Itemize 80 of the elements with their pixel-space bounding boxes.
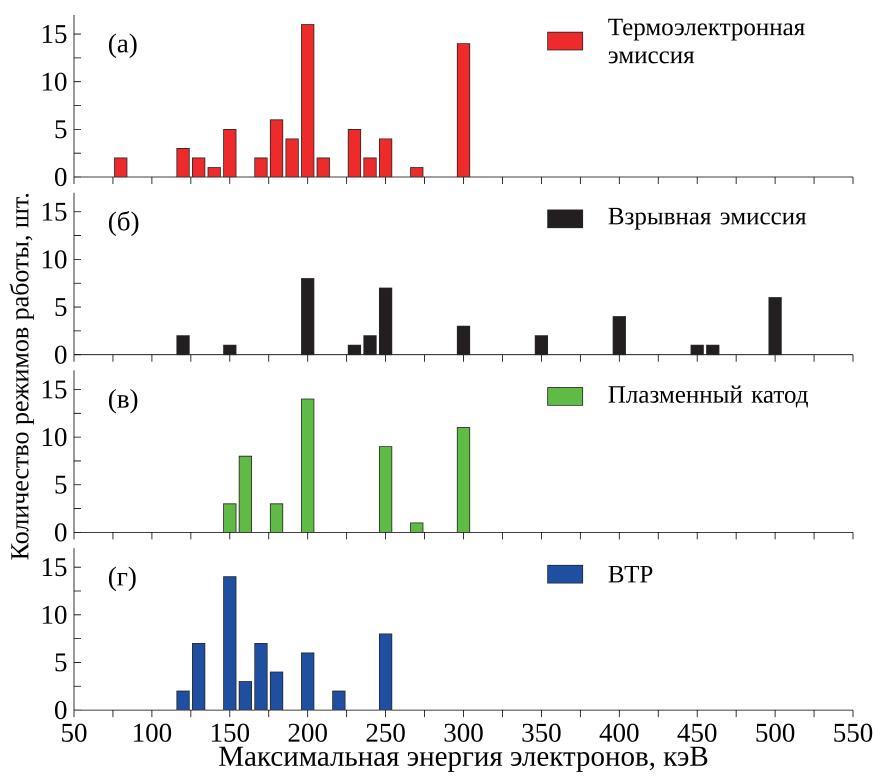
bar: [254, 643, 268, 711]
x-tick-label: 400: [600, 724, 639, 742]
x-tick-label: 450: [677, 724, 716, 742]
bar: [270, 503, 284, 533]
bar: [270, 672, 284, 711]
bar: [378, 288, 392, 356]
bar: [706, 344, 720, 356]
bar: [456, 427, 470, 533]
bar: [612, 316, 626, 356]
y-tick-label: 5: [56, 298, 66, 316]
bar: [223, 576, 236, 711]
bar: [378, 633, 392, 711]
legend-label: ВТР: [608, 566, 652, 582]
bar: [378, 446, 392, 533]
bar: [192, 643, 206, 711]
bar: [534, 335, 548, 356]
bar: [456, 43, 470, 178]
bar: [301, 652, 314, 711]
y-axis-title: Количество режимов работы, шт.: [10, 194, 34, 560]
x-tick-label: 550: [834, 724, 872, 742]
bar: [223, 344, 236, 356]
y-tick-label: 15: [42, 380, 66, 399]
bar: [301, 24, 314, 178]
bar: [114, 158, 128, 178]
y-tick-label: 5: [56, 476, 66, 494]
bar: [301, 278, 314, 356]
bar: [192, 158, 206, 178]
x-tick-label: 300: [444, 724, 483, 742]
bar: [270, 119, 284, 178]
bar: [316, 158, 330, 178]
x-tick-label: 350: [522, 724, 561, 742]
bar: [768, 297, 782, 356]
annotation: (б): [108, 210, 138, 236]
bar: [348, 128, 362, 178]
bar: [363, 335, 377, 356]
bar: [410, 167, 424, 178]
y-tick-label: 15: [42, 558, 66, 576]
bar: [348, 344, 362, 356]
y-tick-label: 0: [55, 701, 66, 720]
bar: [176, 335, 190, 356]
y-tick-label: 0: [55, 523, 66, 542]
y-tick-label: 10: [42, 72, 66, 91]
legend-label: Плазменный катод: [608, 386, 808, 408]
bar: [238, 681, 252, 711]
y-tick-label: 10: [42, 250, 66, 269]
bar: [176, 690, 190, 711]
bar: [301, 398, 314, 533]
y-tick-label: 15: [42, 25, 66, 44]
annotation: (г): [108, 566, 136, 592]
x-tick-label: 150: [212, 724, 250, 742]
bar: [254, 158, 268, 178]
x-tick-label: 100: [134, 724, 172, 742]
x-tick-label: 250: [366, 724, 405, 742]
y-tick-label: 5: [56, 654, 66, 672]
x-tick-label: 50: [62, 724, 86, 742]
y-tick-label: 10: [42, 428, 66, 446]
y-tick-label: 10: [42, 606, 66, 624]
annotation: (а): [108, 34, 137, 58]
y-tick-label: 15: [42, 202, 66, 221]
bar: [223, 503, 236, 533]
annotation: (в): [108, 388, 138, 414]
x-tick-label: 200: [288, 724, 327, 742]
bar: [176, 148, 190, 178]
bar: [208, 167, 221, 178]
legend-label: Взрывная эмиссия: [608, 208, 806, 230]
legend-label: Термоэлектронная эмиссия: [608, 18, 805, 64]
bar: [410, 522, 424, 533]
y-tick-label: 5: [56, 120, 66, 138]
bar: [332, 690, 346, 711]
bar: [378, 138, 392, 178]
bar: [238, 456, 252, 533]
bar: [456, 326, 470, 356]
bar: [285, 138, 299, 178]
x-axis-title: Максимальная энергия электронов, кэВ: [219, 746, 708, 772]
y-tick-label: 0: [55, 346, 66, 364]
x-tick-label: 500: [756, 724, 794, 742]
bar: [690, 344, 704, 356]
bar: [363, 158, 377, 178]
y-tick-label: 0: [55, 168, 66, 186]
bar: [223, 128, 236, 178]
